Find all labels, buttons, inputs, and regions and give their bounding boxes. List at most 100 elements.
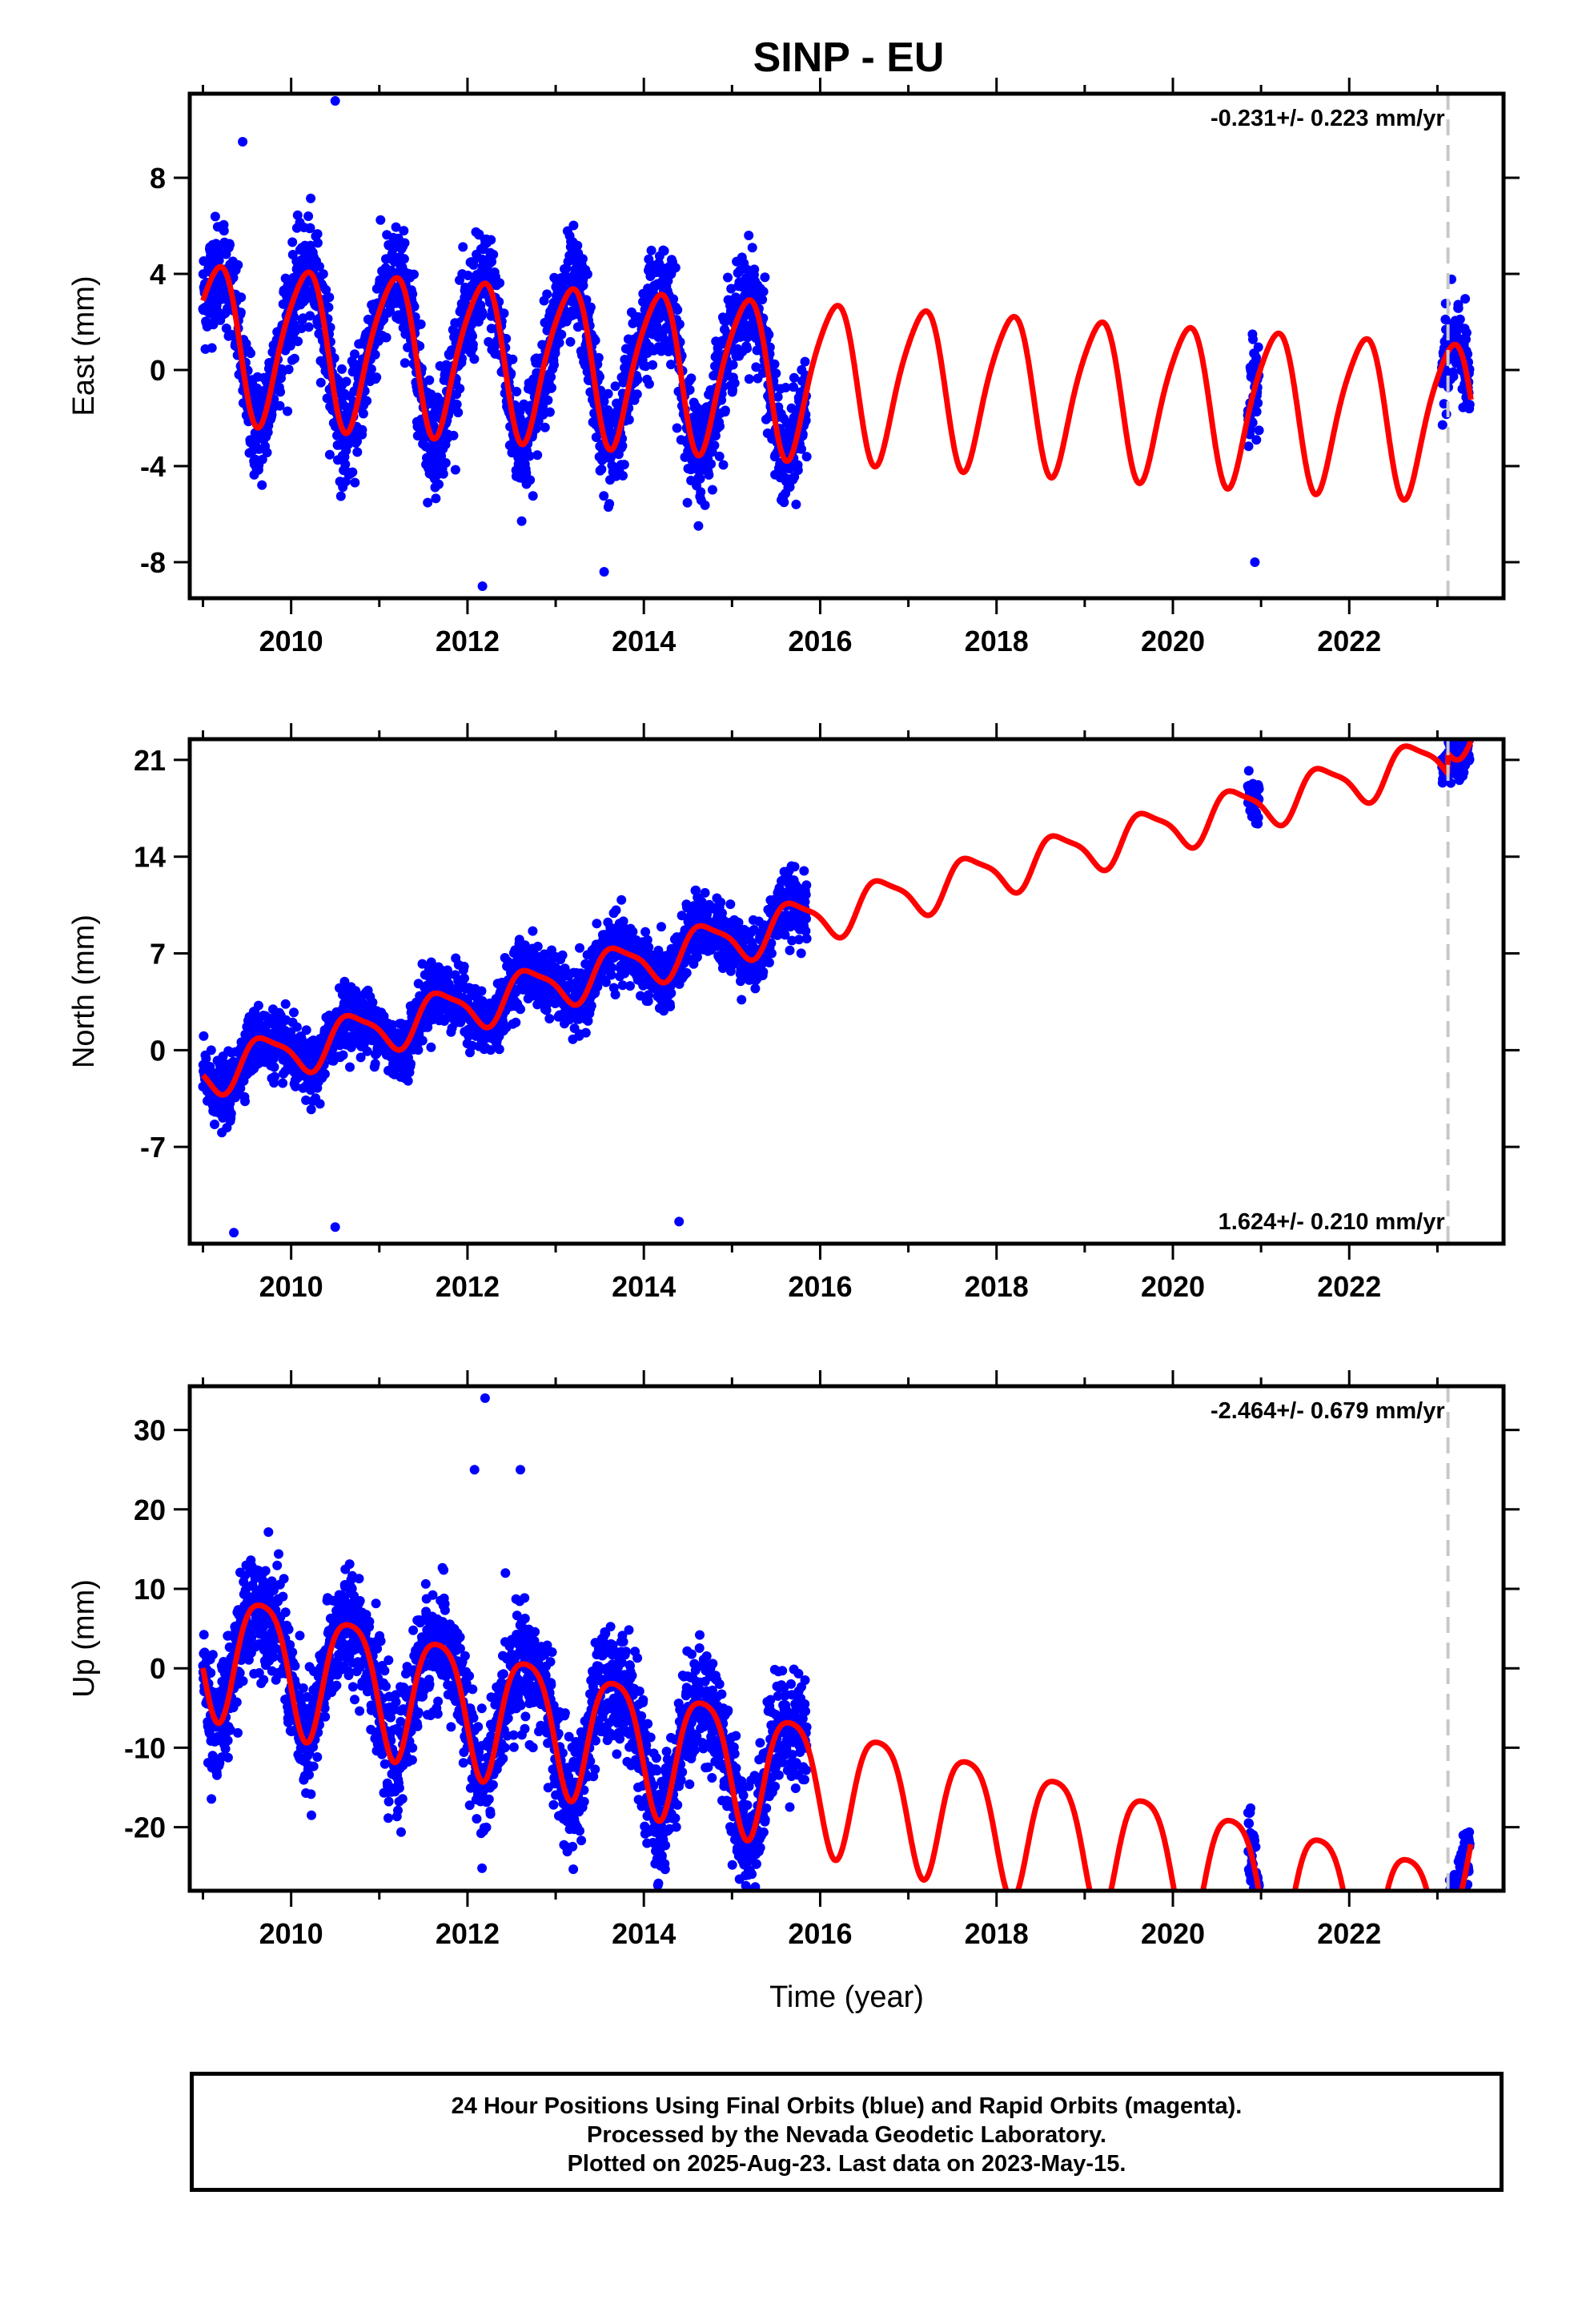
data-point [1248, 334, 1258, 344]
data-point [426, 1042, 436, 1052]
data-point [516, 1004, 525, 1015]
data-point [585, 302, 596, 312]
data-point [214, 255, 224, 266]
data-point [305, 223, 315, 233]
data-point [319, 1069, 330, 1080]
data-point [764, 329, 774, 340]
data-point [1439, 399, 1449, 409]
data-point [797, 444, 806, 454]
data-point [408, 289, 418, 300]
data-point [495, 278, 505, 288]
data-point [728, 360, 738, 370]
data-point [700, 500, 710, 510]
data-point [793, 465, 803, 476]
data-point [210, 211, 220, 222]
rate-annotation: -0.231+/- 0.223 mm/yr [1211, 106, 1445, 131]
data-point [547, 383, 556, 393]
data-point [572, 240, 583, 251]
data-point [409, 269, 419, 279]
data-point [315, 377, 326, 388]
panel-east: 2010 2012 2014 2016 2018 2020 2022-8-4048East … [67, 78, 1520, 657]
y-tick-label: -4 [140, 450, 166, 483]
data-point [528, 491, 538, 501]
data-point [720, 405, 730, 416]
data-point [235, 308, 246, 318]
data-point [291, 1022, 302, 1032]
data-point [624, 415, 634, 425]
data-point [595, 372, 604, 382]
data-point [275, 400, 285, 411]
data-point [549, 360, 559, 370]
data-point [262, 448, 272, 458]
data-point [771, 368, 781, 379]
data-point [610, 990, 620, 999]
panel-frame [187, 91, 1506, 601]
data-point [312, 238, 323, 248]
data-point [1464, 400, 1475, 410]
data-point [345, 1062, 355, 1072]
data-point [312, 229, 323, 239]
data-point [686, 373, 697, 384]
data-point [434, 479, 444, 489]
data-point [370, 1059, 380, 1069]
data-point [416, 319, 426, 329]
data-point [577, 254, 588, 264]
x-tick-label: 2010 [259, 625, 323, 657]
data-point [599, 567, 609, 577]
data-point [742, 264, 753, 275]
data-point [486, 235, 496, 245]
chart-title: SINP - EU [753, 34, 945, 81]
data-point [665, 1001, 676, 1011]
data-point [599, 396, 609, 407]
data-point [1243, 441, 1254, 452]
data-point [532, 941, 543, 951]
data-point [352, 436, 362, 447]
data-point [801, 452, 812, 462]
data-point [494, 1044, 504, 1055]
x-tick-label: 2012 [436, 625, 500, 657]
data-point [648, 360, 658, 370]
data-point [791, 499, 801, 509]
data-point [709, 440, 720, 451]
data-point [409, 301, 420, 312]
data-point [399, 254, 409, 264]
data-point [544, 1014, 555, 1023]
y-axis-label: East (mm) [67, 275, 101, 416]
data-point [423, 497, 433, 508]
data-point [765, 342, 775, 352]
data-point [323, 302, 334, 312]
data-point [673, 305, 683, 315]
data-point [424, 375, 435, 385]
data-point [417, 1035, 428, 1046]
y-tick-label: 0 [150, 354, 166, 387]
data-point [543, 395, 553, 405]
data-point [199, 1031, 209, 1041]
data-point [658, 304, 669, 315]
data-point [303, 322, 314, 332]
data-point [669, 294, 679, 304]
data-point [1254, 425, 1264, 436]
data-point [257, 454, 267, 464]
data-point [707, 485, 717, 495]
data-point [357, 424, 367, 435]
data-point [610, 381, 620, 392]
data-point [347, 467, 358, 477]
data-point [700, 887, 710, 898]
data-point [604, 499, 615, 509]
data-point [681, 967, 692, 978]
data-point [666, 988, 677, 999]
data-point [758, 287, 769, 297]
data-point [367, 997, 378, 1007]
data-point [779, 497, 789, 508]
data-point [399, 226, 409, 236]
data-point [625, 981, 635, 991]
data-point [318, 269, 328, 279]
data-point [460, 973, 469, 983]
data-point [448, 430, 459, 440]
data-point [403, 1076, 413, 1086]
data-point [744, 374, 754, 384]
data-point [693, 521, 704, 531]
data-point [706, 459, 717, 469]
data-point [715, 421, 725, 432]
data-point [208, 320, 219, 330]
